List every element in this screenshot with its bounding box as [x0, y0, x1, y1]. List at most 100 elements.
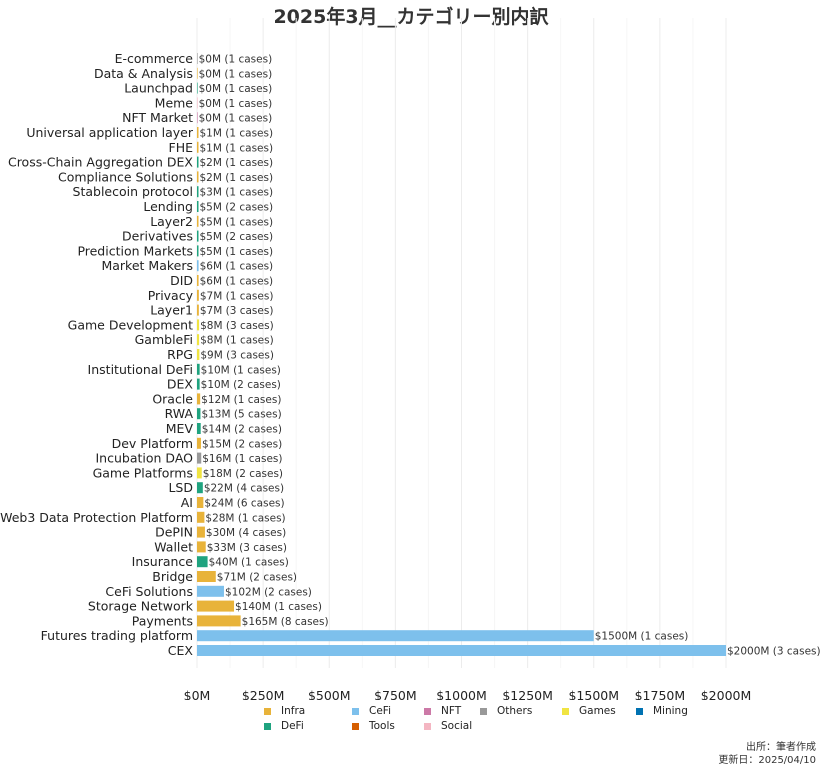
data-label: $40M (1 cases) [209, 557, 289, 569]
bar [197, 319, 200, 331]
x-tick-label: $1750M [635, 688, 686, 700]
category-label: LSD [168, 480, 193, 495]
bar [197, 67, 198, 79]
bar [197, 408, 201, 420]
legend-swatch [352, 722, 359, 730]
category-label: E-commerce [115, 51, 194, 66]
category-label: RWA [165, 406, 194, 421]
legend-label: Tools [369, 720, 395, 732]
data-label: $5M (2 cases) [200, 202, 274, 214]
data-label: $1500M (1 cases) [595, 631, 689, 643]
bar [197, 467, 202, 479]
bar [197, 615, 241, 627]
category-label: AI [181, 495, 193, 510]
data-label: $5M (1 cases) [200, 216, 274, 228]
data-label: $71M (2 cases) [217, 572, 297, 584]
data-label: $102M (2 cases) [225, 586, 312, 598]
source-text: 出所：筆者作成 [746, 742, 816, 753]
category-label: Futures trading platform [41, 628, 193, 643]
data-label: $28M (1 cases) [205, 512, 285, 524]
category-label: Layer1 [150, 303, 193, 318]
bar [197, 645, 726, 656]
category-label: Dev Platform [112, 436, 193, 451]
data-label: $14M (2 cases) [202, 424, 282, 436]
data-label: $0M (1 cases) [199, 113, 273, 125]
data-label: $2M (1 cases) [200, 172, 274, 184]
bar [197, 97, 198, 109]
data-label: $8M (3 cases) [200, 320, 274, 332]
chart-title: 2025年3月__カテゴリー別内訳 [273, 6, 549, 28]
category-label: Stablecoin protocol [73, 184, 193, 199]
legend-swatch [424, 707, 431, 715]
data-label: $10M (2 cases) [201, 379, 281, 391]
legend-label: Mining [653, 705, 688, 717]
bar [197, 600, 235, 612]
data-label: $24M (6 cases) [204, 498, 284, 510]
bar [197, 201, 199, 212]
data-label: $8M (1 cases) [200, 335, 274, 347]
data-label: $5M (2 cases) [200, 231, 274, 243]
category-label: DePIN [155, 525, 193, 540]
category-label: GambleFi [135, 332, 193, 347]
data-label: $18M (2 cases) [203, 468, 283, 480]
legend-item: NFT [424, 705, 461, 717]
category-label: Institutional DeFi [88, 362, 193, 377]
bar [197, 556, 208, 568]
x-tick-label: $250M [242, 688, 285, 700]
category-label: MEV [166, 421, 194, 436]
legend-label: CeFi [369, 705, 391, 717]
category-label: Wallet [154, 539, 193, 554]
legend-item: Infra [264, 705, 305, 717]
bar [197, 423, 201, 434]
legend-swatch [352, 707, 359, 715]
bar [197, 393, 201, 405]
category-label: Cross-Chain Aggregation DEX [8, 155, 193, 170]
bar [197, 497, 204, 508]
data-label: $33M (3 cases) [207, 542, 287, 554]
data-label: $2M (1 cases) [200, 157, 274, 169]
legend-item: DeFi [264, 720, 304, 732]
legend-swatch [264, 707, 271, 715]
bar [197, 378, 200, 390]
category-label: FHE [169, 140, 194, 155]
category-label: Insurance [132, 554, 194, 569]
x-tick-label: $1250M [502, 688, 553, 700]
category-label: Incubation DAO [96, 451, 194, 466]
category-label: Derivatives [122, 229, 193, 244]
bar [197, 141, 199, 153]
category-label: Launchpad [124, 81, 193, 96]
bar [197, 186, 199, 198]
category-label: Storage Network [88, 599, 194, 614]
data-label: $0M (1 cases) [199, 98, 273, 110]
data-label: $7M (3 cases) [200, 305, 274, 317]
bar [197, 53, 198, 64]
bar [197, 630, 594, 642]
legend-label: DeFi [281, 720, 304, 732]
bar [197, 363, 200, 375]
legend-item: Tools [352, 720, 395, 732]
data-label: $7M (1 cases) [200, 290, 274, 302]
data-labels: $0M (1 cases) $0M (1 cases) $0M (1 cases) $… [199, 54, 821, 658]
category-label: Oracle [152, 391, 193, 406]
x-tick-label: $1000M [436, 688, 487, 700]
legend-swatch [636, 707, 643, 715]
bar [197, 482, 203, 494]
data-label: $140M (1 cases) [235, 601, 322, 613]
data-label: $13M (5 cases) [201, 409, 281, 421]
bar [197, 112, 198, 124]
legend-item: Mining [636, 705, 688, 717]
data-label: $0M (1 cases) [199, 54, 273, 66]
category-label: Universal application layer [26, 125, 194, 140]
bar [197, 585, 224, 597]
category-label: Compliance Solutions [58, 169, 193, 184]
bar [197, 571, 216, 582]
bar [197, 541, 206, 553]
bar [197, 304, 199, 316]
x-tick-label: $0M [184, 688, 211, 700]
x-tick-label: $750M [374, 688, 417, 700]
data-label: $12M (1 cases) [201, 394, 281, 406]
data-label: $10M (1 cases) [201, 364, 281, 376]
category-label: CeFi Solutions [105, 584, 193, 599]
